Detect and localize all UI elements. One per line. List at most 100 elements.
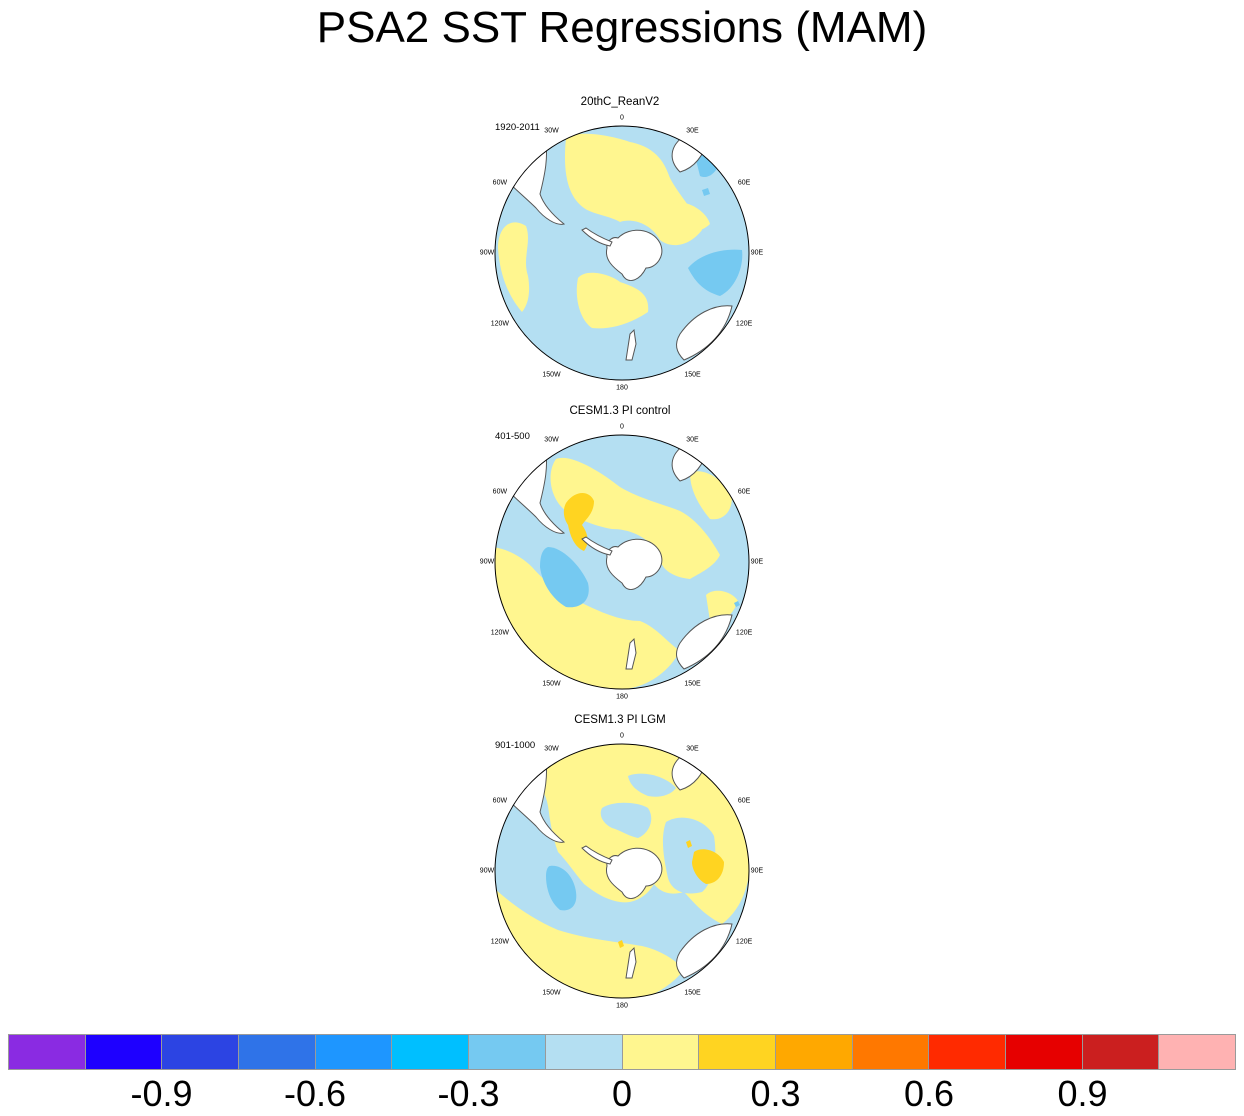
longitude-label: 60E	[737, 179, 751, 186]
sst-contour-region	[672, 202, 710, 232]
new-zealand-landmass	[625, 946, 637, 979]
longitude-label: 150W	[542, 680, 561, 688]
sst-contour-region	[546, 865, 577, 911]
longitude-label: 0	[620, 732, 624, 740]
sst-contour-region	[550, 457, 720, 579]
new-zealand-landmass	[625, 637, 637, 670]
antarctic-peninsula	[581, 845, 613, 865]
panel-title: CESM1.3 PI LGM	[574, 714, 666, 726]
polar-map	[494, 743, 750, 999]
antarctica-landmass	[605, 538, 663, 591]
longitude-label: 30W	[544, 436, 559, 444]
sst-contour-region	[498, 222, 530, 312]
longitude-label: 30E	[686, 436, 699, 444]
colorbar-tick-label: 0	[611, 1073, 633, 1114]
sst-contour-region	[618, 940, 624, 948]
figure-title: PSA2 SST Regressions (MAM)	[316, 3, 928, 52]
sst-contour-region	[688, 249, 743, 296]
colorbar-box	[1082, 1035, 1160, 1069]
longitude-label: 120W	[490, 938, 510, 945]
longitude-label: 180	[616, 384, 628, 392]
colorbar-box	[469, 1035, 546, 1069]
longitude-label: 90W	[479, 867, 495, 875]
australia-landmass	[676, 614, 733, 670]
longitude-label: 120E	[735, 938, 753, 945]
colorbar-box	[775, 1035, 853, 1069]
sst-contour-region	[702, 188, 710, 196]
longitude-label: 90W	[479, 249, 495, 257]
colorbar-box	[545, 1035, 623, 1069]
map-panel-1: 20thC_ReanV2 1920-2011 0 30E 60E 90E 120E 150…	[470, 96, 770, 398]
colorbar-tick-label: -0.6	[283, 1073, 347, 1114]
sst-contour-region	[628, 773, 676, 797]
longitude-label: 60W	[492, 179, 508, 186]
polar-map	[494, 434, 750, 690]
sst-contour-region	[686, 840, 692, 848]
colorbar-box	[85, 1035, 163, 1069]
longitude-label: 30W	[544, 745, 559, 753]
map-border	[494, 125, 750, 381]
new-zealand-landmass	[625, 328, 637, 361]
map-border	[494, 434, 750, 690]
longitude-label: 150W	[542, 989, 561, 997]
longitude-label: 180	[616, 1002, 628, 1010]
longitude-label: 60W	[492, 488, 508, 495]
colorbar-tick-label: 0.9	[1057, 1073, 1108, 1114]
australia-landmass	[676, 923, 733, 979]
colorbar-box	[162, 1035, 240, 1069]
antarctic-peninsula	[581, 536, 613, 556]
panel-title: 20thC_ReanV2	[580, 96, 660, 108]
longitude-label: 90E	[750, 558, 764, 566]
colorbar-box	[1159, 1035, 1235, 1069]
panel-title: CESM1.3 PI control	[569, 405, 671, 417]
longitude-label: 120E	[735, 320, 753, 327]
longitude-label: 90E	[750, 249, 764, 257]
colorbar-box	[1005, 1035, 1083, 1069]
sst-contour-region	[576, 272, 649, 329]
colorbar-tick-label: 0.6	[903, 1073, 955, 1114]
colorbar-box	[622, 1035, 700, 1069]
map-panel-3: CESM1.3 PI LGM 901-1000 0 30E 60E 90E 120E 15…	[470, 714, 770, 1016]
map-panel-2: CESM1.3 PI control 401-500 0 30E 60E 90E 120…	[470, 405, 770, 707]
polar-map	[494, 125, 750, 381]
panel-period: 901-1000	[495, 740, 536, 751]
sst-contour-region	[734, 601, 740, 607]
longitude-label: 60W	[492, 797, 508, 804]
colorbar-box	[315, 1035, 393, 1069]
longitude-label: 90W	[479, 558, 495, 566]
longitude-label: 60E	[737, 797, 751, 804]
colorbar-tick-label: -0.3	[437, 1073, 500, 1114]
longitude-label: 150E	[684, 680, 701, 688]
colorbar-box	[699, 1035, 776, 1069]
sst-contour-region	[600, 802, 652, 838]
sst-contour-region	[564, 133, 702, 246]
longitude-label: 120W	[490, 629, 510, 636]
colorbar-tick-label: 0.3	[750, 1073, 801, 1114]
colorbar-box	[852, 1035, 930, 1069]
longitude-label: 0	[620, 114, 624, 122]
panel-period: 401-500	[495, 431, 530, 442]
antarctica-landmass	[605, 229, 663, 282]
map-border	[494, 743, 750, 999]
longitude-label: 150E	[684, 989, 701, 997]
longitude-label: 30E	[686, 745, 699, 753]
colorbar-box	[929, 1035, 1006, 1069]
sst-contour-region	[540, 547, 589, 608]
longitude-label: 30E	[686, 127, 699, 135]
colorbar	[8, 1034, 1236, 1070]
australia-landmass	[676, 305, 733, 361]
colorbar-box	[392, 1035, 470, 1069]
colorbar-tick-label: -0.9	[130, 1073, 193, 1114]
longitude-label: 90E	[750, 867, 764, 875]
colorbar-box	[239, 1035, 316, 1069]
sst-contour-region	[495, 884, 684, 998]
longitude-label: 0	[620, 423, 624, 431]
colorbar-box	[9, 1035, 86, 1069]
longitude-label: 120E	[735, 629, 753, 636]
panel-period: 1920-2011	[495, 122, 540, 133]
longitude-label: 150E	[684, 371, 701, 379]
sst-contour-region	[706, 590, 738, 622]
antarctic-peninsula	[581, 227, 613, 247]
longitude-label: 120W	[490, 320, 510, 327]
longitude-label: 60E	[737, 488, 751, 495]
